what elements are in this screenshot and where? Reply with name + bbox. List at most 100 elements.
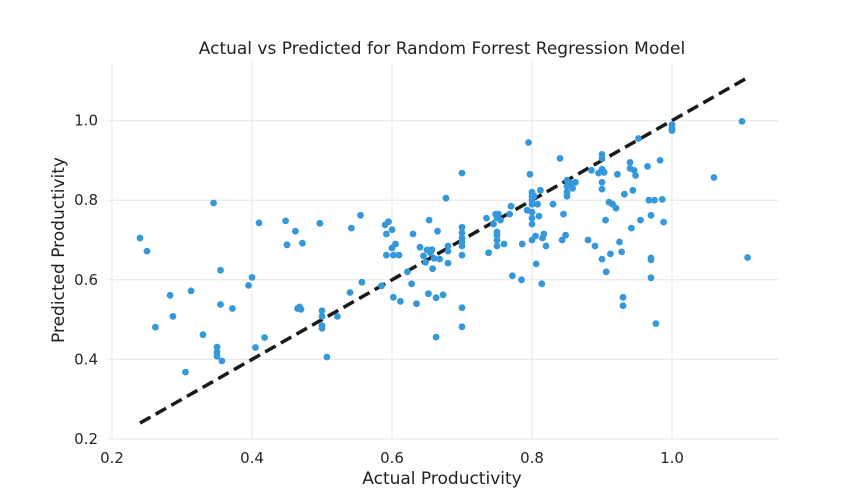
data-point [413, 300, 420, 308]
data-point [346, 289, 354, 296]
data-point [591, 242, 599, 250]
data-point [397, 297, 404, 305]
data-point [444, 259, 452, 267]
data-point [434, 227, 441, 235]
data-point [530, 192, 538, 200]
data-point [602, 268, 610, 276]
data-point [651, 196, 658, 204]
data-point [334, 313, 341, 320]
data-point [416, 243, 424, 251]
data-point [635, 135, 642, 142]
data-point [282, 217, 289, 225]
data-point [422, 258, 429, 266]
data-point [549, 200, 557, 208]
y-tick-label: 0.6 [74, 271, 98, 289]
data-point [458, 304, 466, 312]
data-point [217, 266, 224, 274]
data-point [458, 223, 466, 231]
data-point [458, 169, 466, 177]
data-point [283, 241, 291, 249]
data-point [647, 274, 655, 282]
data-point [444, 242, 452, 250]
data-point [656, 157, 664, 164]
data-point [420, 252, 427, 260]
data-point [607, 250, 614, 258]
data-point [506, 210, 513, 218]
data-point [658, 196, 666, 203]
data-point [602, 216, 609, 224]
data-point [388, 226, 396, 234]
data-point [495, 210, 502, 218]
data-point [569, 184, 576, 192]
data-point [318, 313, 326, 320]
x-tick-label: 1.0 [660, 449, 684, 467]
data-point [442, 194, 450, 202]
data-point [439, 291, 447, 299]
data-point [652, 320, 660, 327]
data-point [598, 255, 606, 263]
data-point [532, 232, 539, 240]
data-point [323, 353, 331, 361]
data-point [390, 251, 397, 259]
data-point [618, 248, 625, 256]
data-point [458, 229, 466, 237]
data-point [261, 334, 268, 341]
data-point [584, 236, 592, 244]
reference-line-layer [139, 75, 750, 425]
data-point [316, 219, 324, 227]
data-point [637, 216, 644, 224]
data-point [493, 242, 501, 250]
data-point [297, 305, 305, 313]
data-point [528, 208, 536, 216]
data-point [248, 274, 256, 281]
data-point [632, 172, 639, 179]
data-point [152, 323, 159, 331]
data-point [383, 230, 390, 238]
data-point [490, 220, 497, 228]
data-point [430, 254, 438, 262]
data-point [299, 239, 306, 247]
data-point [385, 218, 392, 226]
data-point [493, 236, 501, 244]
data-point [229, 305, 236, 312]
data-point [318, 325, 326, 332]
data-point [644, 163, 651, 170]
data-point [628, 224, 635, 232]
data-point [432, 294, 440, 302]
data-point [187, 287, 195, 295]
data-point [507, 202, 515, 210]
data-point [497, 216, 504, 224]
data-point [572, 178, 579, 186]
data-point [528, 214, 536, 222]
data-point [598, 155, 606, 162]
data-point [619, 302, 627, 310]
data-point [532, 260, 540, 268]
data-point [390, 293, 397, 301]
data-point [518, 276, 525, 284]
data-point [629, 186, 637, 194]
data-point [425, 290, 432, 298]
y-tick-label: 0.4 [74, 350, 98, 368]
data-point [528, 220, 536, 228]
data-point [668, 127, 676, 134]
data-point [626, 159, 634, 166]
data-point [612, 204, 620, 212]
x-tick-label: 0.8 [520, 449, 544, 467]
data-point [199, 331, 207, 339]
data-point [525, 139, 532, 146]
data-point [744, 254, 751, 261]
data-point [535, 212, 543, 220]
data-point [292, 227, 299, 235]
data-point [378, 282, 385, 290]
data-point [348, 224, 355, 232]
data-point [493, 231, 501, 239]
data-point [600, 168, 608, 176]
data-point [458, 242, 466, 250]
data-point [485, 249, 492, 257]
data-point [383, 251, 390, 259]
y-tick-label: 0.2 [74, 430, 98, 448]
data-point [710, 174, 718, 181]
x-tick-label: 0.4 [240, 449, 264, 467]
data-point [562, 231, 569, 239]
